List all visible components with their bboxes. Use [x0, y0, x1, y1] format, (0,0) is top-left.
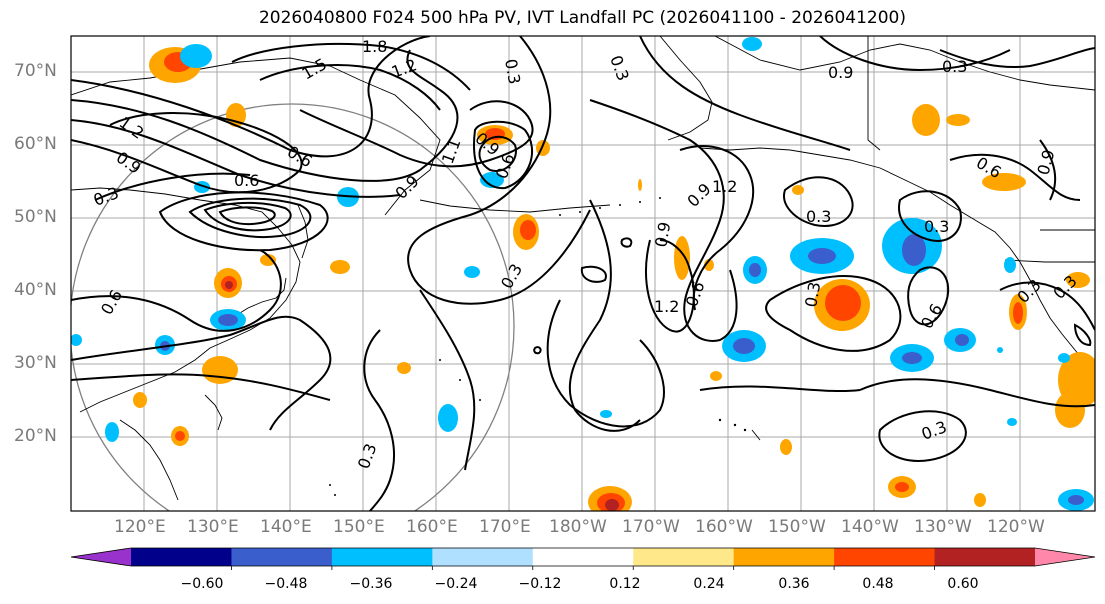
contour-label: 0.9 — [651, 220, 674, 248]
lon-label-120e: 120°E — [114, 517, 166, 537]
colorbar-segment — [834, 548, 936, 566]
contour-label: 0.3 — [801, 280, 824, 308]
contour-label: 0.3 — [501, 57, 524, 85]
map-frame — [70, 35, 1096, 512]
colorbar-tick-label: −0.36 — [349, 576, 393, 592]
lat-label-40n: 40°N — [14, 280, 57, 300]
contour-label: 1.2 — [654, 297, 679, 316]
colorbar-tick-label: 0.12 — [609, 576, 641, 592]
lon-label-140w: 140°W — [841, 517, 899, 537]
colorbar-segment — [532, 548, 634, 566]
colorbar-tick-label: 0.24 — [693, 576, 725, 592]
colorbar-tick-label: −0.24 — [434, 576, 478, 592]
positive-anomaly-fills — [133, 47, 1095, 511]
contour-label: 0.3 — [942, 57, 967, 76]
contour-label: 1.8 — [362, 37, 387, 56]
colorbar-segment — [934, 548, 1036, 566]
colorbar — [70, 547, 1096, 570]
landfall-region-circle — [71, 103, 515, 511]
lat-label-50n: 50°N — [14, 207, 57, 227]
contour-label: 0.3 — [924, 217, 949, 236]
colorbar-tick-label: 0.60 — [947, 576, 979, 592]
map-title: 2026040800 F024 500 hPa PV, IVT Landfall… — [258, 8, 906, 28]
negative-anomaly-fills — [71, 37, 1094, 511]
lon-label-180w: 180°W — [549, 517, 607, 537]
colorbar-tick-label: −0.48 — [264, 576, 308, 592]
lon-label-170w: 170°W — [622, 517, 680, 537]
colorbar-extend-high — [1035, 548, 1095, 566]
lon-label-130w: 130°W — [914, 517, 972, 537]
lat-label-30n: 30°N — [14, 353, 57, 373]
pv-contours — [71, 36, 1095, 511]
lon-label-120w: 120°W — [987, 517, 1045, 537]
lat-label-20n: 20°N — [14, 426, 57, 446]
island-chains — [329, 197, 747, 496]
colorbar-segment — [231, 548, 333, 566]
contour-label: 0.9 — [828, 63, 853, 82]
colorbar-extend-low — [71, 548, 131, 566]
lon-label-140e: 140°E — [260, 517, 312, 537]
colorbar-segment — [633, 548, 735, 566]
colorbar-segment — [331, 548, 433, 566]
colorbar-tick-label: 0.36 — [778, 576, 810, 592]
contour-label: 1.2 — [712, 177, 737, 196]
colorbar-outline — [70, 547, 1096, 567]
lon-label-160e: 160°E — [406, 517, 458, 537]
contour-label: 0.6 — [234, 171, 259, 190]
lon-label-160w: 160°W — [695, 517, 753, 537]
colorbar-segment — [131, 548, 232, 566]
colorbar-tick-label: −0.12 — [518, 576, 562, 592]
colorbar-tick-label: 0.48 — [862, 576, 894, 592]
lon-label-150e: 150°E — [333, 517, 385, 537]
lon-label-130e: 130°E — [187, 517, 239, 537]
lat-label-60n: 60°N — [14, 134, 57, 154]
lat-label-70n: 70°N — [14, 61, 57, 81]
lon-label-170e: 170°E — [479, 517, 531, 537]
colorbar-segment — [432, 548, 534, 566]
contour-label: 0.3 — [806, 207, 831, 226]
lon-label-150w: 150°W — [768, 517, 826, 537]
colorbar-tick-label: −0.60 — [180, 576, 224, 592]
colorbar-segment — [733, 548, 835, 566]
